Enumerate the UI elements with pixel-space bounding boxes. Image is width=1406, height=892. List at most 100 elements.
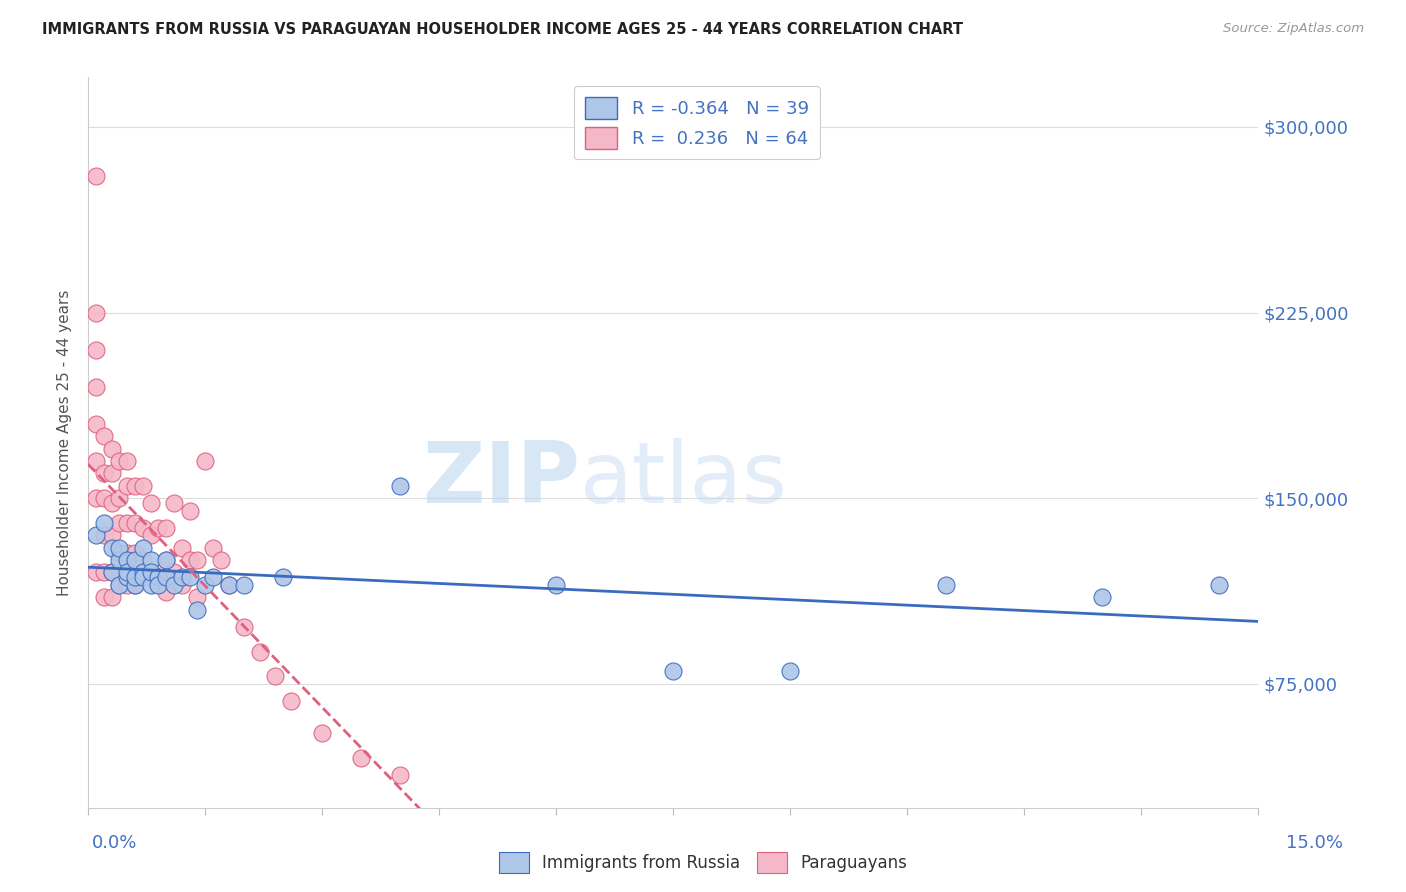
Point — [233, 620, 256, 634]
Point — [132, 553, 155, 567]
Point — [186, 553, 208, 567]
Point — [84, 417, 107, 431]
Point — [1091, 591, 1114, 605]
Point — [93, 467, 115, 481]
Point — [389, 479, 412, 493]
Point — [132, 479, 155, 493]
Point — [100, 467, 122, 481]
Point — [155, 570, 177, 584]
Point — [280, 694, 302, 708]
Point — [163, 566, 186, 580]
Point — [139, 553, 162, 567]
Point — [170, 578, 193, 592]
Text: ZIP: ZIP — [422, 438, 579, 521]
Point — [218, 578, 240, 592]
Point — [108, 541, 131, 555]
Point — [84, 566, 107, 580]
Point — [100, 566, 122, 580]
Point — [100, 442, 122, 456]
Point — [155, 553, 177, 567]
Point — [209, 553, 232, 567]
Point — [179, 570, 201, 584]
Point — [84, 380, 107, 394]
Point — [155, 585, 177, 599]
Point — [115, 454, 138, 468]
Point — [249, 645, 271, 659]
Point — [148, 570, 170, 584]
Point — [935, 578, 957, 592]
Legend: R = -0.364   N = 39, R =  0.236   N = 64: R = -0.364 N = 39, R = 0.236 N = 64 — [574, 87, 820, 160]
Text: IMMIGRANTS FROM RUSSIA VS PARAGUAYAN HOUSEHOLDER INCOME AGES 25 - 44 YEARS CORRE: IMMIGRANTS FROM RUSSIA VS PARAGUAYAN HOU… — [42, 22, 963, 37]
Legend: Immigrants from Russia, Paraguayans: Immigrants from Russia, Paraguayans — [492, 846, 914, 880]
Point — [124, 570, 146, 584]
Point — [93, 516, 115, 530]
Point — [139, 578, 162, 592]
Text: 15.0%: 15.0% — [1285, 834, 1343, 852]
Point — [108, 454, 131, 468]
Point — [350, 751, 373, 765]
Point — [115, 566, 138, 580]
Point — [132, 566, 155, 580]
Point — [233, 578, 256, 592]
Point — [194, 578, 217, 592]
Point — [546, 578, 568, 592]
Point — [132, 570, 155, 584]
Point — [115, 553, 138, 567]
Point — [194, 454, 217, 468]
Point — [124, 553, 146, 567]
Point — [108, 553, 131, 567]
Point — [108, 578, 131, 592]
Point — [84, 169, 107, 184]
Point — [139, 528, 162, 542]
Point — [155, 521, 177, 535]
Point — [201, 541, 224, 555]
Point — [155, 553, 177, 567]
Point — [100, 541, 122, 555]
Point — [84, 491, 107, 506]
Point — [84, 305, 107, 319]
Point — [100, 591, 122, 605]
Point — [139, 566, 162, 580]
Point — [170, 570, 193, 584]
Point — [100, 528, 122, 542]
Text: Source: ZipAtlas.com: Source: ZipAtlas.com — [1223, 22, 1364, 36]
Point — [148, 570, 170, 584]
Point — [93, 491, 115, 506]
Point — [139, 566, 162, 580]
Point — [93, 429, 115, 443]
Point — [148, 578, 170, 592]
Point — [148, 521, 170, 535]
Point — [201, 570, 224, 584]
Point — [139, 496, 162, 510]
Point — [115, 479, 138, 493]
Point — [271, 570, 294, 584]
Point — [84, 343, 107, 357]
Point — [115, 516, 138, 530]
Point — [108, 516, 131, 530]
Point — [100, 566, 122, 580]
Point — [115, 546, 138, 560]
Point — [662, 665, 685, 679]
Point — [132, 521, 155, 535]
Point — [93, 566, 115, 580]
Point — [108, 578, 131, 592]
Point — [115, 570, 138, 584]
Text: 0.0%: 0.0% — [91, 834, 136, 852]
Point — [179, 553, 201, 567]
Point — [124, 479, 146, 493]
Point — [108, 546, 131, 560]
Point — [170, 541, 193, 555]
Point — [124, 578, 146, 592]
Text: atlas: atlas — [579, 438, 787, 521]
Point — [311, 726, 333, 740]
Point — [93, 591, 115, 605]
Point — [389, 768, 412, 782]
Point — [115, 578, 138, 592]
Point — [163, 578, 186, 592]
Point — [132, 541, 155, 555]
Point — [186, 602, 208, 616]
Point — [84, 454, 107, 468]
Point — [124, 516, 146, 530]
Point — [218, 578, 240, 592]
Point — [108, 491, 131, 506]
